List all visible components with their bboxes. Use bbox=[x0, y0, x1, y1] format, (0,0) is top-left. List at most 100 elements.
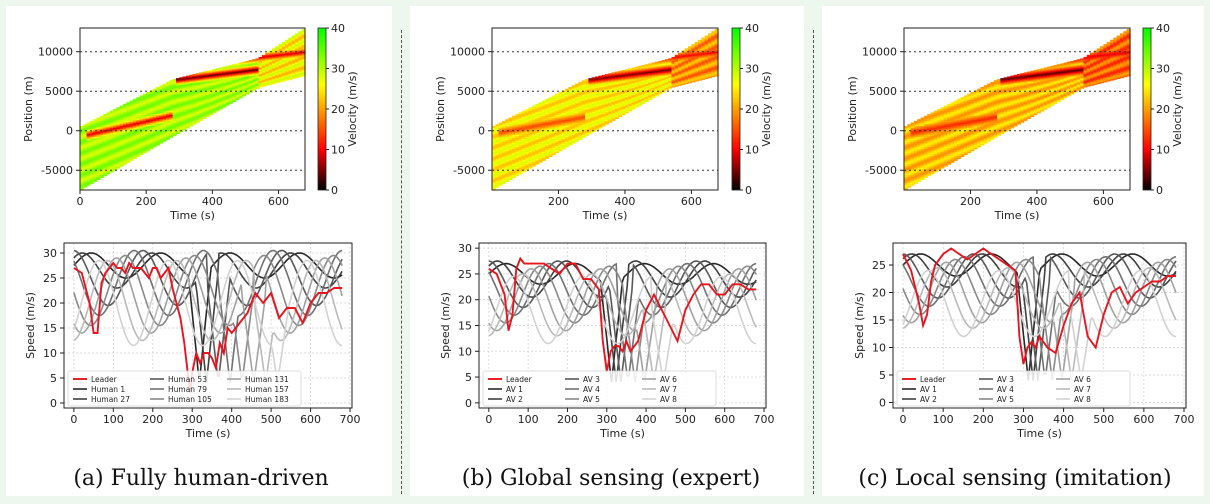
heatmap-cell bbox=[248, 89, 253, 91]
heatmap-cell bbox=[93, 172, 98, 175]
heatmap-cell bbox=[113, 166, 117, 169]
heatmap-cell bbox=[281, 45, 286, 48]
heatmap-cell bbox=[132, 144, 137, 148]
heatmap-cell bbox=[199, 79, 204, 82]
heatmap-cell bbox=[93, 140, 98, 144]
heatmap-cell bbox=[225, 71, 230, 74]
heatmap-cell bbox=[195, 75, 200, 78]
heatmap-cell bbox=[298, 64, 303, 66]
heatmap-cell bbox=[225, 75, 230, 78]
heatmap-cell bbox=[275, 47, 280, 49]
heatmap-cell bbox=[492, 163, 496, 166]
heatmap-cell bbox=[278, 70, 283, 73]
heatmap-cell bbox=[109, 144, 114, 147]
heatmap-cell bbox=[142, 131, 147, 135]
heatmap-cell bbox=[295, 57, 299, 60]
heatmap-cell bbox=[126, 151, 131, 154]
heatmap-cell bbox=[126, 157, 131, 160]
heatmap-cell bbox=[169, 122, 174, 125]
heatmap-cell bbox=[199, 87, 204, 90]
heatmap-cell bbox=[252, 74, 256, 77]
heatmap-cell bbox=[162, 89, 167, 92]
heatmap-cell bbox=[166, 97, 170, 100]
heatmap-cell bbox=[209, 74, 213, 77]
heatmap-cell bbox=[271, 72, 276, 74]
heatmap-cell bbox=[106, 135, 111, 138]
heatmap-cell bbox=[126, 108, 131, 111]
heatmap-cell bbox=[268, 53, 273, 56]
heatmap-cell bbox=[182, 117, 187, 120]
heatmap-cell bbox=[192, 92, 197, 95]
heatmap-cell bbox=[172, 108, 177, 111]
heatmap-cell bbox=[222, 91, 227, 94]
heatmap-cell bbox=[195, 113, 200, 116]
heatmap-cell bbox=[205, 86, 210, 89]
heatmap-cell bbox=[215, 88, 220, 91]
heatmap-cell bbox=[166, 137, 170, 140]
heatmap-cell bbox=[116, 160, 121, 163]
heatmap-cell bbox=[225, 89, 230, 92]
heatmap-cell bbox=[152, 117, 157, 120]
heatmap-cell bbox=[166, 99, 170, 102]
heatmap-cell bbox=[228, 72, 233, 75]
heatmap-cell bbox=[258, 77, 263, 79]
heatmap-cell bbox=[301, 72, 306, 75]
heatmap-cell bbox=[80, 127, 84, 130]
heatmap-cell bbox=[222, 99, 227, 102]
heatmap-cell bbox=[83, 136, 88, 139]
heatmap-cell bbox=[218, 106, 223, 109]
heatmap-cell bbox=[169, 93, 174, 96]
heatmap-cell bbox=[99, 175, 104, 179]
heatmap-cell bbox=[142, 104, 147, 107]
heatmap-cell bbox=[199, 83, 204, 85]
heatmap-cell bbox=[185, 93, 190, 96]
heatmap-cell bbox=[113, 119, 117, 122]
heatmap-cell bbox=[205, 83, 210, 86]
heatmap-cell bbox=[192, 80, 197, 83]
heatmap-cell bbox=[172, 93, 177, 96]
heatmap-cell bbox=[298, 68, 303, 71]
heatmap-cell bbox=[192, 116, 197, 119]
heatmap-cell bbox=[281, 75, 286, 77]
heatmap-cell bbox=[192, 102, 197, 105]
heatmap-cell bbox=[142, 108, 147, 111]
heatmap-cell bbox=[278, 77, 283, 79]
heatmap-cell bbox=[152, 133, 157, 136]
heatmap-cell bbox=[113, 163, 117, 166]
heatmap-cell bbox=[139, 102, 144, 105]
heatmap-cell bbox=[248, 86, 253, 88]
heatmap-cell bbox=[93, 128, 98, 131]
heatmap-cell bbox=[492, 174, 496, 178]
heatmap-cell bbox=[106, 113, 111, 117]
heatmap-cell bbox=[291, 62, 296, 64]
heatmap-cell bbox=[103, 114, 108, 117]
heatmap-cell bbox=[281, 62, 286, 64]
heatmap-cell bbox=[248, 76, 253, 78]
heatmap-cell bbox=[83, 127, 88, 130]
heatmap-cell bbox=[149, 99, 154, 102]
heatmap-cell bbox=[86, 163, 91, 166]
separator-2 bbox=[813, 30, 814, 494]
heatmap-cell bbox=[195, 120, 200, 123]
heatmap-cell bbox=[228, 87, 233, 89]
heatmap-cell bbox=[96, 117, 101, 120]
heatmap-cell bbox=[265, 76, 270, 78]
heatmap-cell bbox=[182, 96, 187, 99]
heatmap-cell bbox=[80, 171, 84, 174]
heatmap-cell bbox=[215, 82, 220, 84]
heatmap-cell bbox=[232, 85, 237, 88]
heatmap-cell bbox=[129, 103, 134, 106]
heatmap-cell bbox=[132, 136, 137, 139]
heatmap-cell bbox=[86, 138, 91, 141]
heatmap-cell bbox=[232, 83, 237, 86]
heatmap-cell bbox=[126, 127, 131, 130]
heatmap-cell bbox=[288, 67, 293, 70]
heatmap-cell bbox=[146, 136, 151, 139]
heatmap-cell bbox=[166, 120, 170, 123]
heatmap-cell bbox=[268, 70, 273, 73]
heatmap-cell bbox=[202, 110, 207, 112]
heatmap-cell bbox=[268, 54, 273, 57]
heatmap-cell bbox=[271, 53, 276, 56]
heatmap-cell bbox=[129, 148, 134, 151]
heatmap-cell bbox=[152, 136, 157, 139]
